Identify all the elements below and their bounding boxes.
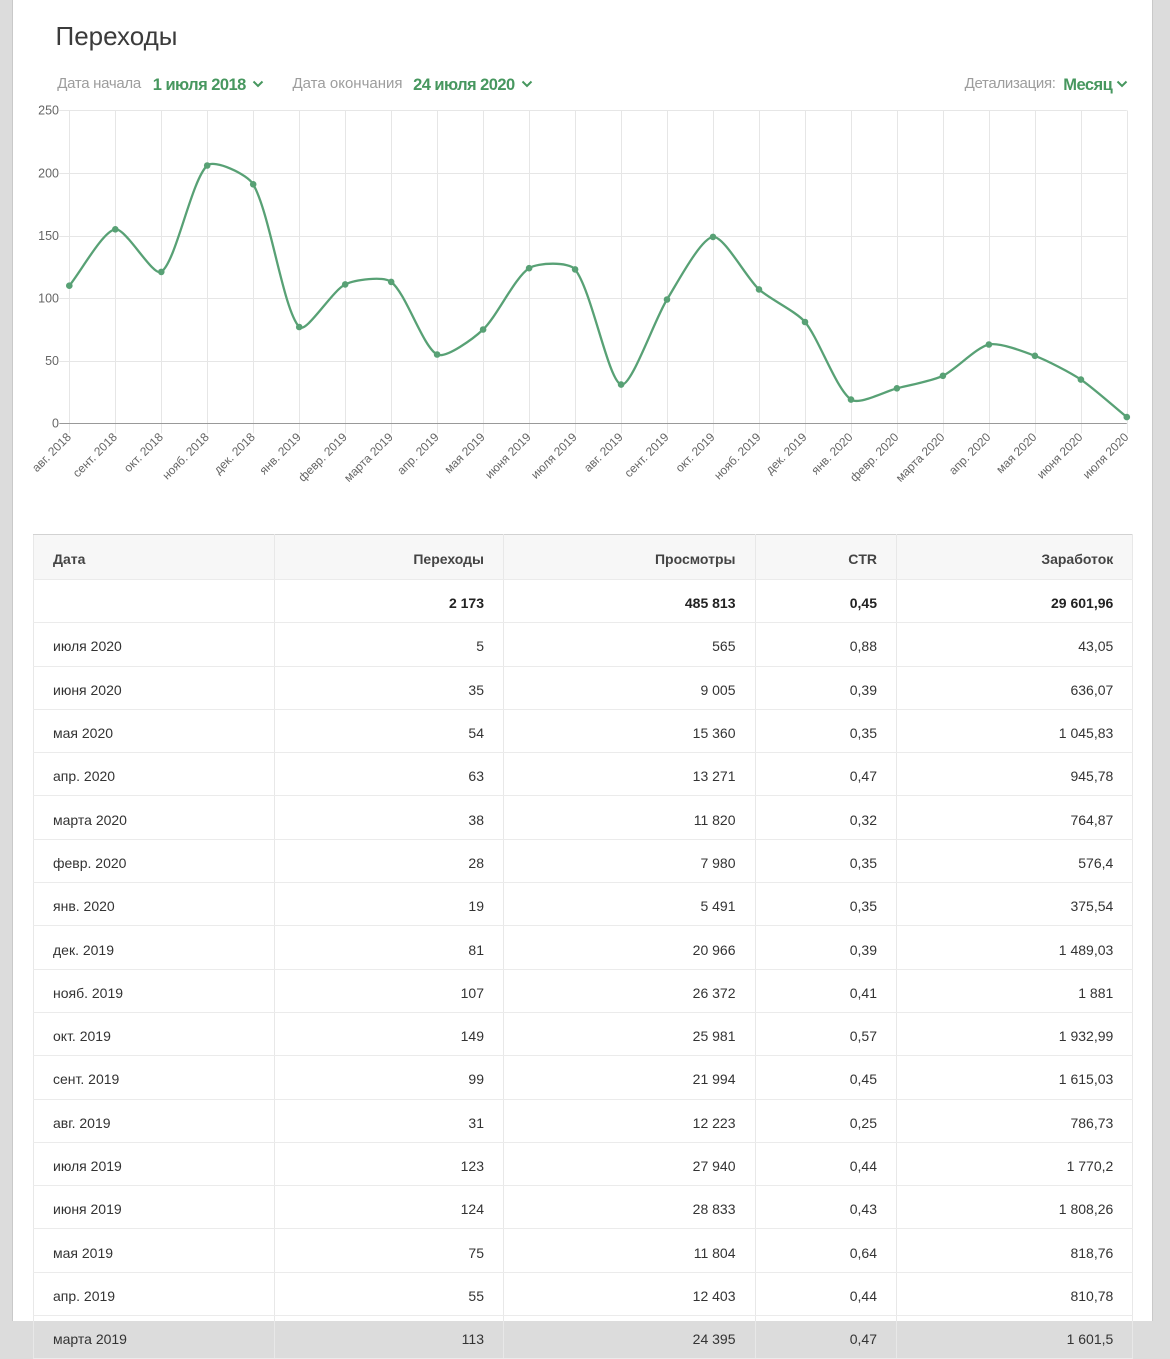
svg-text:июня 2019: июня 2019 (482, 430, 534, 482)
svg-text:марта 2019: марта 2019 (341, 430, 396, 485)
svg-text:150: 150 (38, 229, 59, 243)
svg-text:апр. 2020: апр. 2020 (946, 430, 994, 478)
svg-text:сент. 2018: сент. 2018 (70, 430, 120, 480)
svg-text:авг. 2018: авг. 2018 (29, 430, 74, 475)
svg-text:мая 2020: мая 2020 (993, 430, 1040, 477)
svg-text:100: 100 (38, 292, 59, 306)
svg-text:нояб. 2019: нояб. 2019 (711, 430, 764, 483)
svg-text:апр. 2019: апр. 2019 (394, 430, 442, 478)
svg-text:дек. 2018: дек. 2018 (211, 430, 258, 477)
svg-text:июля 2019: июля 2019 (528, 430, 580, 482)
svg-text:янв. 2019: янв. 2019 (257, 430, 305, 478)
svg-text:дек. 2019: дек. 2019 (763, 430, 810, 477)
svg-text:окт. 2019: окт. 2019 (673, 430, 718, 475)
svg-text:нояб. 2018: нояб. 2018 (159, 430, 212, 483)
svg-text:янв. 2020: янв. 2020 (808, 430, 856, 478)
svg-text:сент. 2019: сент. 2019 (622, 430, 672, 480)
svg-text:250: 250 (38, 104, 59, 118)
svg-text:июня 2020: июня 2020 (1034, 430, 1086, 482)
svg-text:мая 2019: мая 2019 (441, 430, 488, 477)
svg-text:июля 2020: июля 2020 (1080, 430, 1132, 482)
svg-text:50: 50 (45, 354, 59, 368)
svg-text:окт. 2018: окт. 2018 (121, 430, 166, 475)
svg-text:марта 2020: марта 2020 (893, 430, 948, 485)
svg-text:авг. 2019: авг. 2019 (581, 430, 626, 475)
svg-text:0: 0 (52, 417, 59, 431)
svg-text:200: 200 (38, 166, 59, 180)
